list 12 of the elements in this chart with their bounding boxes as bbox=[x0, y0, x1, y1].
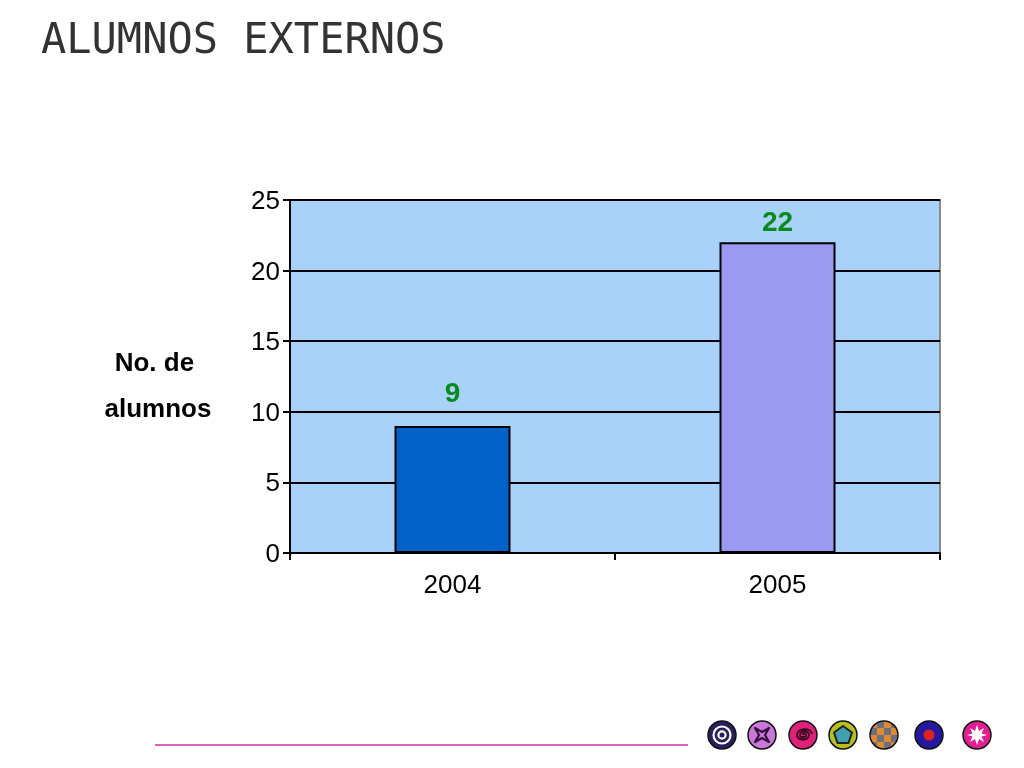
y-tick-label: 5 bbox=[265, 467, 280, 498]
y-tick-label: 0 bbox=[265, 538, 280, 568]
y-tick-label: 10 bbox=[251, 396, 280, 427]
x-tick-label: 2004 bbox=[423, 569, 482, 599]
y-tick-label: 25 bbox=[251, 185, 280, 215]
x-tick-label: 2005 bbox=[748, 569, 807, 599]
y-axis-title: No. de alumnos bbox=[104, 347, 212, 423]
data-label: 9 bbox=[444, 377, 461, 409]
chart-title: ALUMNOS EXTERNOS bbox=[41, 13, 446, 63]
data-label: 22 bbox=[761, 205, 794, 237]
y-tick-label: 20 bbox=[251, 255, 280, 286]
y-tick-label: 15 bbox=[251, 326, 280, 357]
